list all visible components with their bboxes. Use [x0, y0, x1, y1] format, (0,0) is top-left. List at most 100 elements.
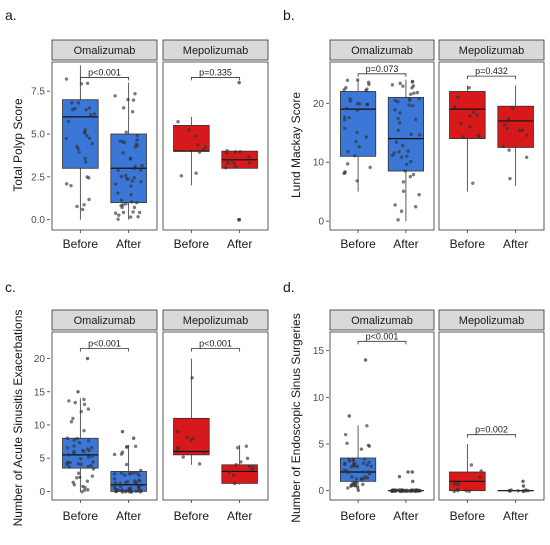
facet-strip-label: Mepolizumab: [459, 45, 524, 57]
data-point: [417, 193, 421, 197]
data-point: [365, 424, 369, 428]
data-point: [64, 182, 69, 186]
data-point: [65, 446, 70, 450]
box-before: [62, 65, 99, 220]
outlier-point: [237, 218, 241, 222]
chart-panel-2: b. Lund Mackay Score 0 10 20 Omalizumab Before…: [283, 7, 545, 251]
outlier-point: [85, 356, 90, 361]
data-point: [134, 142, 139, 146]
data-point: [124, 130, 128, 134]
data-point: [361, 482, 365, 487]
x-tick-label: Before: [340, 237, 376, 251]
data-point: [357, 145, 362, 149]
data-point: [85, 81, 90, 85]
data-point: [524, 155, 529, 159]
data-point: [392, 151, 396, 155]
p-value-bracket: p=0.432: [466, 66, 517, 80]
outlier-point: [397, 474, 402, 479]
box-iqr: [221, 464, 258, 484]
data-point: [72, 483, 77, 487]
data-point: [90, 141, 95, 146]
data-point: [118, 139, 122, 143]
panel-label: c.: [5, 279, 16, 295]
data-point: [91, 460, 95, 464]
data-point: [507, 489, 511, 493]
data-point: [413, 489, 417, 494]
data-point: [399, 489, 403, 494]
box-after: [221, 444, 258, 486]
data-point: [117, 213, 121, 217]
data-point: [133, 92, 137, 96]
box-before: [449, 444, 486, 494]
data-point: [179, 174, 184, 178]
data-point: [201, 147, 206, 152]
data-point: [82, 130, 87, 135]
data-point: [411, 172, 416, 177]
bracket-line: [190, 348, 241, 352]
data-point: [503, 122, 507, 127]
data-point: [524, 489, 528, 493]
x-tick-label: Before: [450, 509, 486, 523]
data-point: [507, 148, 511, 152]
facet-strip-label: Mepolizumab: [183, 315, 248, 327]
x-tick-label: After: [227, 509, 252, 523]
data-point: [130, 110, 135, 114]
data-point: [396, 99, 400, 104]
data-point: [238, 150, 242, 154]
data-point: [508, 176, 512, 181]
data-point: [409, 132, 413, 136]
data-point: [119, 471, 124, 475]
data-point: [347, 115, 351, 120]
y-axis-label: Lund Mackay Score: [289, 92, 303, 198]
data-point: [247, 464, 252, 469]
facet-strip-label: Mepolizumab: [183, 45, 248, 57]
data-point: [185, 435, 189, 439]
data-point: [123, 490, 128, 494]
data-point: [464, 489, 468, 493]
data-point: [472, 110, 476, 114]
data-point: [116, 191, 120, 195]
data-point: [245, 456, 250, 461]
data-point: [354, 477, 359, 481]
data-point: [123, 473, 127, 477]
box-before: [339, 358, 377, 493]
data-point: [346, 486, 350, 490]
data-point: [85, 479, 90, 483]
facet-strip: [51, 309, 158, 331]
data-point: [236, 446, 240, 450]
data-point: [127, 472, 132, 476]
data-point: [139, 489, 144, 493]
bracket-line: [466, 434, 517, 438]
data-point: [121, 210, 126, 215]
p-value-bracket: p<0.001: [357, 331, 407, 345]
data-point: [405, 488, 409, 493]
outlier-point: [521, 479, 525, 484]
p-value-bracket: p<0.001: [79, 67, 130, 81]
data-point: [69, 420, 74, 424]
data-point: [119, 484, 123, 489]
data-point: [189, 438, 193, 442]
chart-panel-4: d. Number of Endoscopic Sinus Surgeries 0 5…: [283, 279, 545, 523]
data-point: [453, 105, 457, 109]
x-tick-label: Before: [174, 509, 210, 523]
data-point: [133, 145, 137, 149]
data-point: [478, 475, 482, 479]
data-point: [398, 81, 402, 86]
p-value-label: p<0.001: [366, 331, 399, 341]
y-tick-label: 10: [34, 420, 46, 431]
outlier-point: [131, 436, 136, 440]
data-point: [114, 488, 118, 492]
data-point: [342, 118, 347, 122]
data-point: [121, 139, 125, 144]
data-point: [194, 171, 198, 175]
data-point: [356, 78, 360, 82]
data-point: [181, 455, 185, 459]
data-point: [135, 138, 139, 142]
data-point: [355, 130, 359, 135]
y-tick-label: 10: [313, 158, 325, 169]
data-point: [116, 217, 120, 221]
bracket-line: [190, 77, 241, 81]
data-point: [114, 182, 118, 186]
data-point: [135, 133, 140, 138]
data-point: [365, 87, 369, 91]
